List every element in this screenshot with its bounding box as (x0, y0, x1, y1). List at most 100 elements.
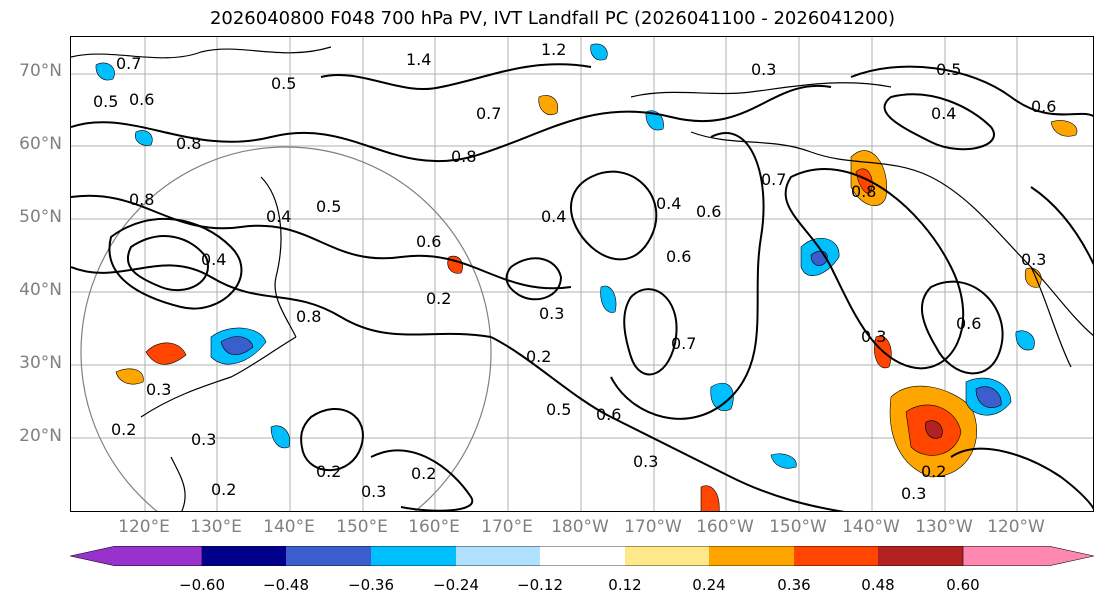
lat-label: 40°N (19, 280, 62, 300)
positive-anomaly-region (925, 420, 943, 439)
positive-anomaly-region (538, 95, 559, 116)
lat-label: 70°N (19, 61, 62, 81)
lon-label: 130°E (190, 517, 242, 537)
map-panel: 0.7 0.5 0.6 0.8 1.4 1.2 0.3 0.5 0.6 0.4 … (70, 36, 1094, 512)
colorbar-tick-label: 0.48 (861, 576, 895, 594)
negative-anomaly-region (645, 110, 664, 131)
colorbar-segment (878, 546, 963, 566)
colorbar-segment (202, 546, 286, 566)
contour-label: 0.6 (416, 232, 441, 251)
contour-labels: 0.7 0.5 0.6 0.8 1.4 1.2 0.3 0.5 0.6 0.4 … (93, 40, 1056, 503)
negative-anomaly-region (1015, 330, 1035, 351)
colorbar-segment (794, 546, 878, 566)
contour-label: 0.7 (476, 104, 501, 123)
lon-label: 170°W (624, 517, 682, 537)
contour-label: 0.4 (541, 207, 566, 226)
colorbar-segment (371, 546, 456, 566)
contour-label: 0.2 (316, 462, 341, 481)
graticule (71, 37, 1093, 511)
contour-label: 0.5 (93, 92, 118, 111)
contour-label: 0.8 (129, 190, 154, 209)
negative-anomaly-region (95, 62, 115, 81)
anomaly-shading (95, 43, 1078, 511)
negative-anomaly-region (975, 386, 1002, 409)
lat-label: 30°N (19, 353, 62, 373)
colorbar-segment-overflow (962, 546, 1094, 566)
reference-circle (80, 146, 492, 511)
lat-label: 50°N (19, 207, 62, 227)
lat-label: 20°N (19, 426, 62, 446)
contour-label: 0.7 (761, 170, 786, 189)
contour-label: 0.8 (851, 182, 876, 201)
lon-label: 160°E (408, 517, 460, 537)
contour-label: 0.5 (546, 400, 571, 419)
contour-label: 0.2 (526, 347, 551, 366)
positive-anomaly-region (855, 168, 873, 194)
contour-label: 0.7 (671, 334, 696, 353)
colorbar (70, 546, 1094, 566)
colorbar-tick-label: −0.12 (517, 576, 563, 594)
contour-label: 0.4 (266, 207, 291, 226)
contour-label: 0.6 (696, 202, 721, 221)
contour-label: 0.3 (361, 482, 386, 501)
contour-label: 0.8 (176, 134, 201, 153)
negative-anomaly-region (770, 453, 797, 469)
contour-label: 0.6 (129, 90, 154, 109)
negative-anomaly-region (590, 43, 608, 61)
coastlines (71, 46, 1093, 511)
colorbar-tick-label: 0.60 (946, 576, 980, 594)
contour-label: 0.4 (656, 194, 681, 213)
contour-label: 0.6 (1031, 97, 1056, 116)
contour-label: 0.2 (921, 462, 946, 481)
contour-label: 0.6 (666, 247, 691, 266)
colorbar-segment (286, 546, 371, 566)
colorbar-tick-label: 0.24 (692, 576, 726, 594)
contour-label: 0.3 (539, 304, 564, 323)
pv-contours (71, 63, 1093, 511)
contour-label: 0.2 (426, 289, 451, 308)
lon-label: 180°W (551, 517, 609, 537)
contour-label: 0.7 (116, 54, 141, 73)
lon-label: 120°E (118, 517, 170, 537)
negative-anomaly-region (270, 425, 291, 449)
lon-label: 140°W (842, 517, 900, 537)
contour-label: 0.5 (316, 197, 341, 216)
colorbar-segment (625, 546, 709, 566)
negative-anomaly-region (600, 285, 617, 313)
colorbar-segment (540, 546, 625, 566)
lon-label: 160°W (696, 517, 754, 537)
negative-anomaly-region (810, 250, 828, 266)
positive-anomaly-region (1050, 120, 1078, 137)
colorbar-segment (456, 546, 540, 566)
colorbar-segment-underflow (70, 546, 203, 566)
lon-label: 150°W (769, 517, 827, 537)
contour-label: 0.3 (146, 380, 171, 399)
positive-anomaly-region (115, 368, 144, 385)
lon-label: 130°W (915, 517, 973, 537)
negative-anomaly-region (220, 336, 254, 355)
positive-anomaly-region (145, 342, 187, 365)
contour-label: 0.8 (296, 307, 321, 326)
colorbar-tick-label: −0.36 (348, 576, 394, 594)
lon-label: 140°E (263, 517, 315, 537)
contour-label: 0.2 (111, 420, 136, 439)
contour-label: 0.3 (861, 327, 886, 346)
contour-label: 0.6 (596, 405, 621, 424)
contour-label: 1.4 (406, 50, 431, 69)
colorbar-tick-label: −0.60 (179, 576, 225, 594)
contour-label: 0.5 (271, 74, 296, 93)
contour-label: 0.3 (901, 484, 926, 503)
lat-label: 60°N (19, 134, 62, 154)
contour-label: 0.3 (1021, 250, 1046, 269)
colorbar-tick-label: −0.48 (263, 576, 309, 594)
colorbar-tick-label: 0.36 (777, 576, 811, 594)
contour-label: 0.3 (751, 60, 776, 79)
contour-label: 0.3 (191, 430, 216, 449)
map-plot: 0.7 0.5 0.6 0.8 1.4 1.2 0.3 0.5 0.6 0.4 … (71, 37, 1093, 511)
colorbar-tick-label: −0.24 (433, 576, 479, 594)
contour-label: 0.8 (451, 147, 476, 166)
lon-label: 150°E (336, 517, 388, 537)
contour-label: 0.4 (201, 250, 226, 269)
positive-anomaly-region (700, 485, 720, 511)
contour-label: 0.4 (931, 104, 956, 123)
